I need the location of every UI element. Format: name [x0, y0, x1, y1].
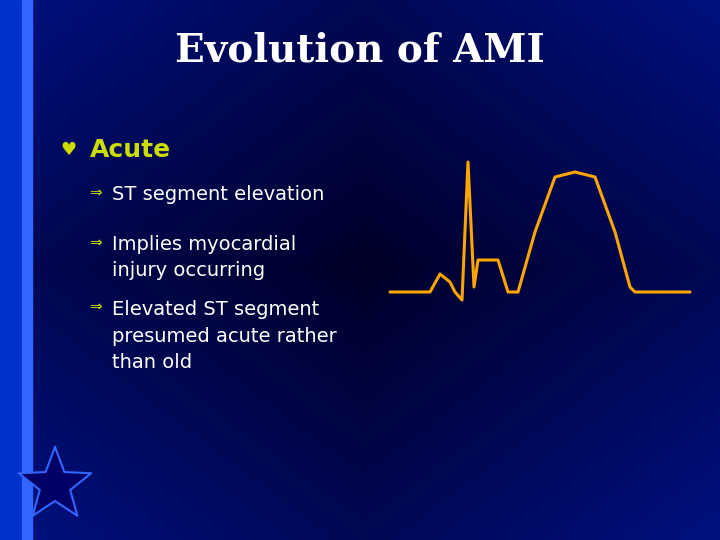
Bar: [0, 0, 28, 540]
Text: Elevated ST segment
presumed acute rather
than old: Elevated ST segment presumed acute rathe…: [112, 300, 337, 372]
Text: Evolution of AMI: Evolution of AMI: [175, 31, 545, 69]
Text: ⇒: ⇒: [89, 300, 102, 315]
Bar: [22, 0, 32, 540]
Polygon shape: [19, 447, 91, 516]
Text: ST segment elevation: ST segment elevation: [112, 185, 325, 204]
Text: Implies myocardial
injury occurring: Implies myocardial injury occurring: [112, 235, 296, 280]
Text: ⇒: ⇒: [89, 235, 102, 250]
Text: Acute: Acute: [90, 138, 171, 162]
Text: ♥: ♥: [60, 141, 76, 159]
Text: ⇒: ⇒: [89, 185, 102, 200]
